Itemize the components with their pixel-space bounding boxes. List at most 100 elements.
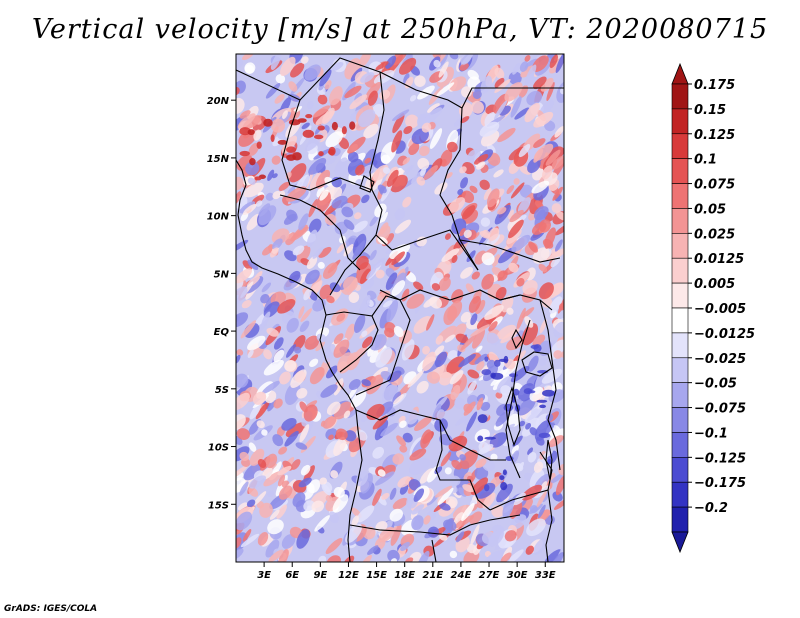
field-blob [414, 416, 433, 431]
field-blob [343, 555, 355, 562]
colorbar-label: −0.2 [694, 501, 728, 516]
coastline-west-africa [236, 159, 363, 562]
field-blob [303, 465, 315, 483]
field-blob [341, 206, 354, 218]
field-blob [440, 452, 452, 467]
field-blob [463, 229, 472, 239]
field-blob [467, 369, 480, 379]
field-blob [508, 209, 514, 220]
field-blob [379, 222, 389, 235]
field-blob [270, 54, 282, 71]
field-blob [333, 378, 344, 396]
field-blob [525, 545, 535, 555]
field-blob [512, 62, 521, 75]
field-blob [392, 391, 401, 404]
field-blob [288, 119, 301, 126]
field-blob [462, 484, 475, 493]
lon-tick-label: 33E [535, 570, 556, 581]
field-blob [351, 515, 359, 528]
field-blob [470, 324, 490, 337]
field-blob [277, 299, 296, 314]
field-blob [385, 55, 397, 69]
field-blob [480, 217, 491, 227]
field-blob [239, 451, 249, 462]
field-blob [502, 469, 507, 476]
field-blob [482, 492, 496, 509]
field-blob [544, 549, 562, 562]
field-blob [249, 158, 256, 166]
field-blob [236, 286, 248, 306]
field-blob [546, 81, 555, 102]
field-blob [458, 353, 476, 368]
field-blob [236, 465, 248, 480]
field-blob [319, 189, 329, 201]
field-blob [469, 511, 483, 525]
field-blob [292, 152, 302, 161]
field-blob [247, 335, 266, 351]
field-blob [315, 169, 331, 189]
field-blob [385, 272, 398, 291]
field-blob [439, 534, 448, 541]
field-blob [394, 219, 412, 234]
field-blob [237, 502, 248, 511]
field-blob [262, 380, 281, 394]
field-blob [459, 166, 467, 174]
field-blob [553, 321, 564, 338]
field-blob [481, 252, 495, 266]
colorbar-swatch [671, 208, 689, 234]
field-blob [519, 165, 531, 175]
border-kenya-uganda [539, 299, 557, 391]
field-blob [392, 497, 409, 510]
field-blob [267, 519, 284, 535]
field-blob [268, 549, 284, 562]
field-blob [386, 169, 399, 187]
field-blob [479, 121, 500, 137]
border-ssudan-drc [499, 294, 553, 311]
field-blob [362, 279, 375, 290]
colorbar-swatch [671, 332, 689, 359]
field-blob [445, 172, 453, 179]
field-blob [261, 282, 272, 293]
field-blob [358, 109, 376, 128]
field-blob [545, 149, 561, 166]
field-blob [515, 347, 525, 355]
field-blob [437, 487, 454, 506]
field-blob [236, 548, 244, 560]
field-blob [343, 410, 351, 419]
field-blob [435, 485, 453, 498]
field-blob [503, 403, 514, 412]
lon-tick-label: 3E [257, 570, 271, 581]
field-blob [448, 197, 466, 213]
lake-victoria [521, 351, 553, 377]
field-blob [438, 61, 449, 78]
field-blob [239, 110, 251, 119]
field-blob [236, 354, 241, 364]
field-blob [444, 233, 452, 240]
field-blob [366, 267, 377, 280]
field-blob [541, 165, 553, 180]
field-blob [349, 94, 368, 110]
field-blob [547, 458, 552, 465]
field-blob [380, 154, 391, 165]
field-blob [527, 390, 536, 394]
lat-tick-label: 10S [208, 443, 229, 454]
field-blob [538, 357, 547, 366]
field-blob [538, 263, 548, 273]
field-blob [533, 138, 546, 148]
field-blob [324, 213, 337, 226]
field-blob [328, 434, 334, 441]
field-blob [499, 423, 515, 435]
field-blob [506, 307, 514, 315]
grads-credit: GrADS: IGES/COLA [4, 604, 98, 614]
field-blob [497, 127, 516, 143]
field-blob [555, 211, 564, 221]
field-blob [319, 69, 332, 87]
field-blob [397, 476, 412, 488]
field-blob [416, 380, 429, 394]
field-blob [355, 164, 365, 176]
field-blob [508, 71, 522, 85]
field-blob [328, 86, 343, 106]
field-blob [433, 345, 445, 356]
colorbar-swatch [671, 457, 689, 483]
field-blob [470, 313, 478, 326]
